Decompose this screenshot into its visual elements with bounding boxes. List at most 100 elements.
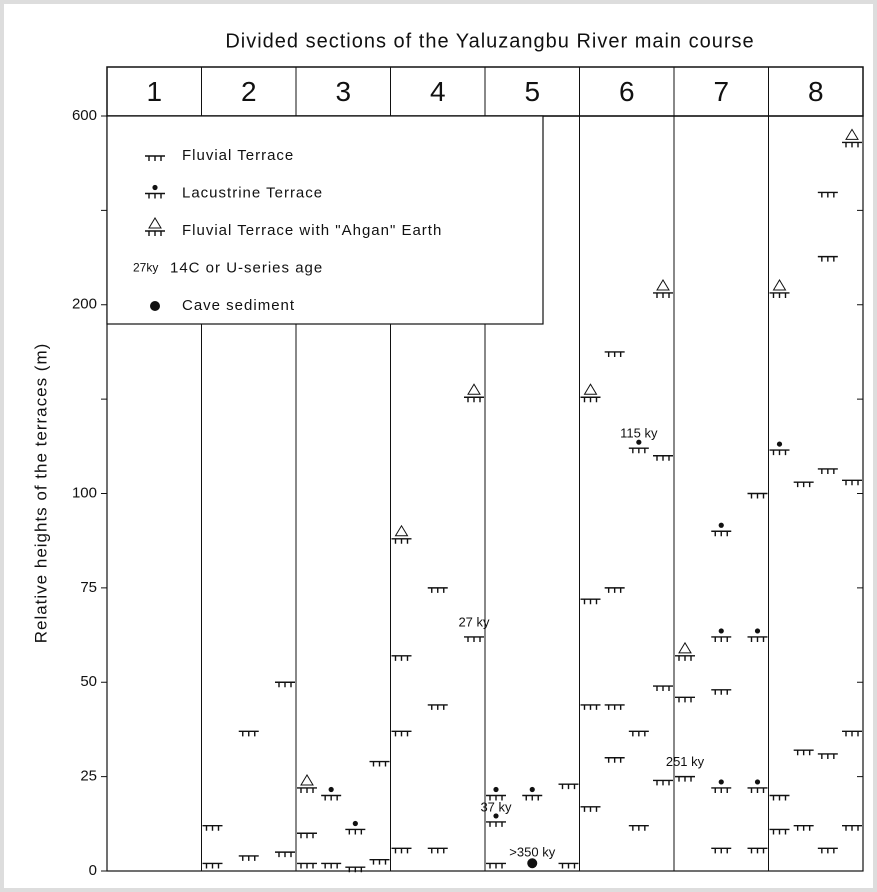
terrace-symbol xyxy=(604,587,625,593)
terrace xyxy=(675,775,695,782)
lacustrine-dot xyxy=(529,786,535,793)
terrace-symbol xyxy=(202,862,223,869)
terrace-symbol xyxy=(769,292,790,298)
terrace-symbol xyxy=(604,757,625,763)
terrace-symbol xyxy=(427,587,448,593)
terrace-symbol xyxy=(321,862,342,869)
legend-text: Cave sediment xyxy=(182,297,295,314)
legend-symbol xyxy=(145,217,165,236)
ahgan-triangle xyxy=(300,773,314,786)
terrace-symbol xyxy=(369,858,390,865)
legend-text: Fluvial Terrace xyxy=(182,147,294,164)
terrace xyxy=(202,862,223,869)
terrace-symbol xyxy=(145,155,165,161)
terrace xyxy=(653,779,673,786)
terrace-symbol xyxy=(842,141,862,148)
terrace xyxy=(793,481,814,488)
terrace xyxy=(628,730,649,737)
legend-symbol xyxy=(145,155,165,161)
terrace xyxy=(369,858,390,865)
terrace-symbol xyxy=(628,730,649,737)
terrace-symbol xyxy=(711,636,732,642)
terrace-symbol xyxy=(769,794,790,801)
terrace xyxy=(558,862,579,869)
section-number: 4 xyxy=(430,76,446,107)
terrace-symbol xyxy=(817,255,838,262)
terrace xyxy=(345,866,366,873)
terrace xyxy=(486,862,506,869)
terrace xyxy=(817,191,838,198)
chart-title: Divided sections of the Yaluzangbu River… xyxy=(225,30,754,52)
terrace-symbol xyxy=(747,847,768,854)
terrace xyxy=(580,704,601,710)
terrace-symbol xyxy=(747,636,768,642)
terrace-symbol xyxy=(345,866,366,873)
terrace-symbol xyxy=(391,655,412,661)
terrace xyxy=(345,820,366,835)
terrace xyxy=(628,825,649,831)
terrace-symbol xyxy=(345,828,366,835)
terrace-symbol xyxy=(580,806,601,812)
lacustrine-dot xyxy=(754,779,761,785)
terrace xyxy=(711,779,732,793)
section-number: 3 xyxy=(335,76,351,107)
terrace xyxy=(842,128,862,148)
terrace xyxy=(275,681,295,688)
terrace-symbol xyxy=(793,749,814,756)
terrace-symbol xyxy=(817,191,838,198)
terrace-symbol xyxy=(145,192,165,199)
terrace xyxy=(391,730,412,737)
terrace-symbol xyxy=(580,598,601,605)
terrace xyxy=(558,783,579,790)
terrace xyxy=(391,847,412,854)
lacustrine-dot xyxy=(493,786,499,793)
terrace-symbol xyxy=(238,730,259,737)
terrace-symbol xyxy=(653,455,673,461)
ahgan-triangle xyxy=(678,641,692,654)
terrace xyxy=(580,383,601,403)
terrace xyxy=(653,278,673,298)
terrace-symbol xyxy=(604,704,625,710)
terrace-symbol xyxy=(297,832,317,839)
terrace-symbol xyxy=(711,787,732,793)
terrace xyxy=(711,847,732,854)
terrace xyxy=(604,704,625,710)
terrace-symbol xyxy=(842,825,862,831)
lacustrine-dot xyxy=(718,628,724,634)
terrace-symbol xyxy=(793,825,814,831)
ahgan-triangle xyxy=(467,383,481,395)
terrace xyxy=(486,786,506,801)
cave-dot xyxy=(527,858,538,869)
terrace-symbol xyxy=(369,760,390,767)
lacustrine-dot xyxy=(636,439,642,445)
terrace xyxy=(486,813,506,827)
ahgan-triangle xyxy=(845,128,859,140)
terrace xyxy=(202,825,223,831)
terrace-symbol xyxy=(464,636,484,642)
y-tick-label: 600 xyxy=(72,107,97,124)
legend-box xyxy=(106,115,544,325)
terrace-symbol xyxy=(747,787,768,793)
terrace-symbol xyxy=(711,689,732,695)
terrace-symbol xyxy=(558,783,579,790)
terrace xyxy=(842,479,862,486)
ahgan-triangle xyxy=(656,278,670,291)
lacustrine-dot xyxy=(718,779,724,785)
terrace-symbol xyxy=(747,492,768,499)
terrace-symbol xyxy=(653,292,673,298)
terrace xyxy=(842,825,862,831)
age-label: 27 ky xyxy=(458,614,490,629)
terrace xyxy=(817,753,838,759)
terrace xyxy=(769,278,790,298)
terrace xyxy=(321,786,342,801)
terrace xyxy=(747,779,768,793)
y-axis-label: Relative heights of the terraces (m) xyxy=(31,343,50,644)
terrace xyxy=(604,351,625,357)
terrace xyxy=(464,636,484,642)
terrace-symbol xyxy=(675,655,695,661)
terrace xyxy=(675,696,695,703)
age-label: 251 ky xyxy=(666,754,705,769)
terrace-symbol xyxy=(653,779,673,786)
section-number: 2 xyxy=(241,76,257,107)
terrace-symbol xyxy=(675,775,695,782)
